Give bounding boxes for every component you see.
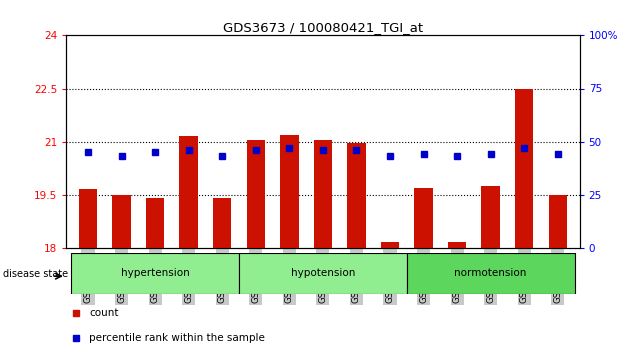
Bar bbox=[280, 135, 299, 248]
Bar bbox=[146, 198, 164, 248]
Bar bbox=[481, 186, 500, 248]
Text: hypertension: hypertension bbox=[121, 268, 190, 279]
Text: percentile rank within the sample: percentile rank within the sample bbox=[89, 333, 265, 343]
Bar bbox=[415, 188, 433, 248]
Bar bbox=[239, 253, 407, 294]
Bar bbox=[180, 136, 198, 248]
Bar bbox=[381, 242, 399, 248]
Bar bbox=[71, 253, 239, 294]
Bar bbox=[112, 195, 131, 248]
Bar bbox=[314, 140, 332, 248]
Bar bbox=[549, 195, 567, 248]
Bar bbox=[246, 140, 265, 248]
Bar bbox=[448, 242, 466, 248]
Bar bbox=[515, 88, 534, 248]
Bar bbox=[213, 198, 231, 248]
Text: count: count bbox=[89, 308, 119, 318]
Bar bbox=[347, 143, 365, 248]
Bar bbox=[407, 253, 575, 294]
Text: hypotension: hypotension bbox=[290, 268, 355, 279]
Bar bbox=[79, 189, 97, 248]
Text: normotension: normotension bbox=[454, 268, 527, 279]
Title: GDS3673 / 100080421_TGI_at: GDS3673 / 100080421_TGI_at bbox=[223, 21, 423, 34]
Text: disease state: disease state bbox=[3, 269, 68, 279]
